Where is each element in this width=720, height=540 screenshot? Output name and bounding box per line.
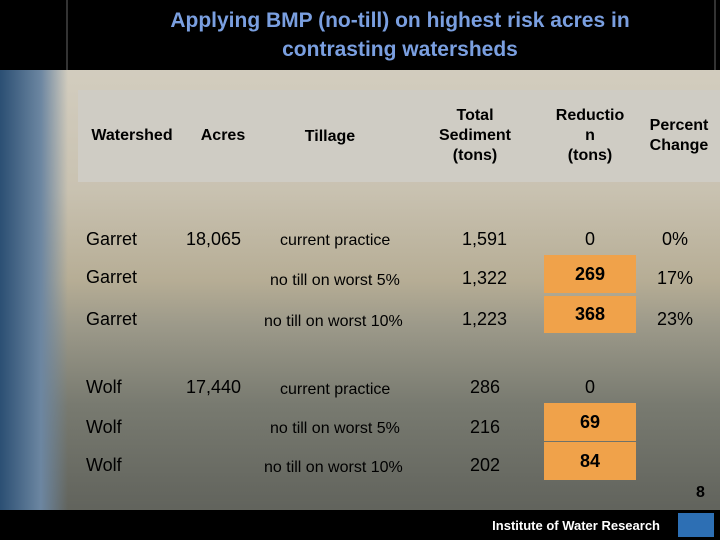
row-watershed: Wolf	[86, 417, 122, 437]
row-reduction-highlight: 69	[544, 403, 636, 441]
row-sediment: 1,223	[462, 309, 508, 329]
institute-logo-icon	[678, 513, 714, 537]
row-watershed: Garret	[86, 229, 138, 249]
header-percent-change: Percent Change	[640, 116, 718, 156]
header-line: n	[585, 127, 595, 144]
header-line: Percent	[649, 117, 709, 134]
row-watershed: Wolf	[86, 377, 122, 397]
row-percent: 0%	[662, 229, 689, 249]
row-tillage: no till on worst 5%	[270, 420, 400, 437]
row-sediment: 202	[470, 455, 501, 475]
row-tillage: current practice	[280, 381, 391, 398]
row-sediment: 286	[470, 377, 501, 397]
row-tillage: no till on worst 5%	[270, 272, 400, 289]
title-bar	[0, 0, 720, 70]
left-panel	[0, 70, 68, 510]
row-reduction-highlight: 269	[544, 255, 636, 293]
row-reduction: 0	[585, 229, 596, 249]
page-title: Applying BMP (no-till) on highest risk a…	[100, 6, 700, 64]
table-header-band	[78, 90, 720, 182]
title-divider	[714, 0, 716, 70]
row-acres: 17,440	[186, 377, 242, 397]
row-sediment: 1,591	[462, 229, 508, 249]
title-line-1: Applying BMP (no-till) on highest risk a…	[170, 9, 630, 32]
header-line: Reductio	[555, 107, 625, 124]
header-tillage: Tillage	[304, 128, 356, 145]
row-watershed: Wolf	[86, 455, 122, 475]
row-tillage: no till on worst 10%	[264, 313, 403, 330]
row-percent: 17%	[657, 268, 694, 288]
row-watershed: Garret	[86, 267, 138, 287]
row-reduction: 0	[585, 377, 596, 397]
row-tillage: current practice	[280, 232, 391, 249]
page-number: 8	[696, 484, 705, 501]
row-reduction-highlight: 84	[544, 442, 636, 480]
header-acres: Acres	[200, 127, 246, 144]
header-line: (tons)	[452, 147, 498, 164]
title-divider	[66, 0, 68, 70]
header-total-sediment: Total Sediment (tons)	[420, 106, 530, 166]
row-percent: 23%	[657, 309, 694, 329]
row-watershed: Garret	[86, 309, 138, 329]
header-line: Total	[456, 107, 494, 124]
header-line: Sediment	[438, 127, 511, 144]
row-acres: 18,065	[186, 229, 242, 249]
row-tillage: no till on worst 10%	[264, 459, 403, 476]
header-line: Change	[649, 137, 709, 154]
header-line: (tons)	[567, 147, 613, 164]
title-line-2: contrasting watersheds	[282, 38, 518, 61]
footer-bar: Institute of Water Research	[0, 510, 720, 540]
header-reduction: Reductio n (tons)	[540, 106, 640, 166]
header-watershed: Watershed	[91, 127, 173, 144]
footer-institution: Institute of Water Research	[492, 518, 660, 533]
row-reduction-highlight: 368	[544, 296, 636, 333]
row-sediment: 216	[470, 417, 501, 437]
row-sediment: 1,322	[462, 268, 508, 288]
